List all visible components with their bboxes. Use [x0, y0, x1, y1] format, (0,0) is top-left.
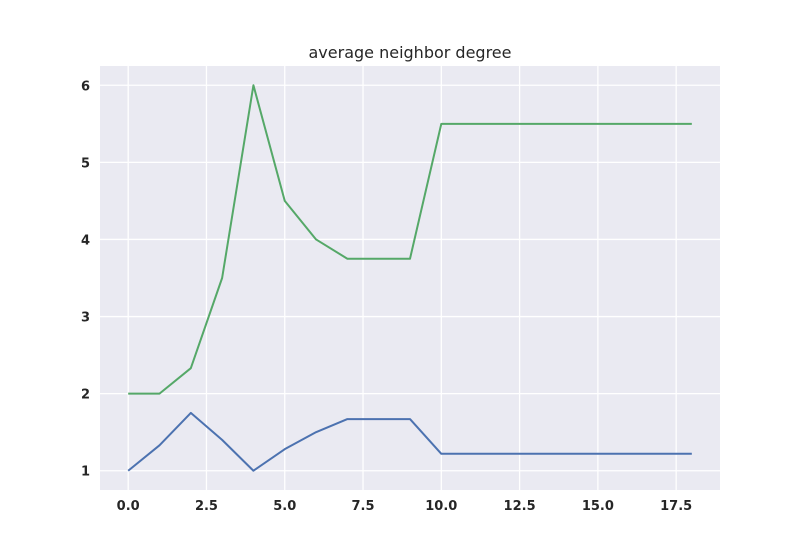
- y-tick-label: 6: [81, 79, 90, 94]
- y-tick-label: 2: [81, 388, 90, 403]
- x-axis-ticks: 0.0 2.5 5.0 7.5 10.0 12.5 15.0 17.5: [117, 499, 693, 514]
- x-tick-label: 15.0: [582, 499, 614, 514]
- grid-lines: [100, 66, 720, 490]
- x-tick-label: 10.0: [425, 499, 457, 514]
- x-tick-label: 12.5: [504, 499, 536, 514]
- series-line-1: [127, 411, 692, 472]
- y-tick-label: 4: [81, 233, 90, 248]
- y-tick-label: 5: [81, 156, 90, 171]
- plot-area: [100, 66, 720, 490]
- x-tick-label: 5.0: [273, 499, 296, 514]
- x-tick-label: 7.5: [352, 499, 375, 514]
- x-tick-label: 0.0: [117, 499, 140, 514]
- chart-title: average neighbor degree: [309, 43, 512, 62]
- series-line-2: [128, 84, 692, 395]
- y-axis-ticks: 1 2 3 4 5 6: [81, 79, 90, 479]
- x-tick-label: 17.5: [660, 499, 692, 514]
- series-layer: [127, 84, 692, 472]
- x-tick-label: 2.5: [195, 499, 218, 514]
- y-tick-label: 3: [81, 311, 90, 326]
- y-tick-label: 1: [81, 465, 90, 480]
